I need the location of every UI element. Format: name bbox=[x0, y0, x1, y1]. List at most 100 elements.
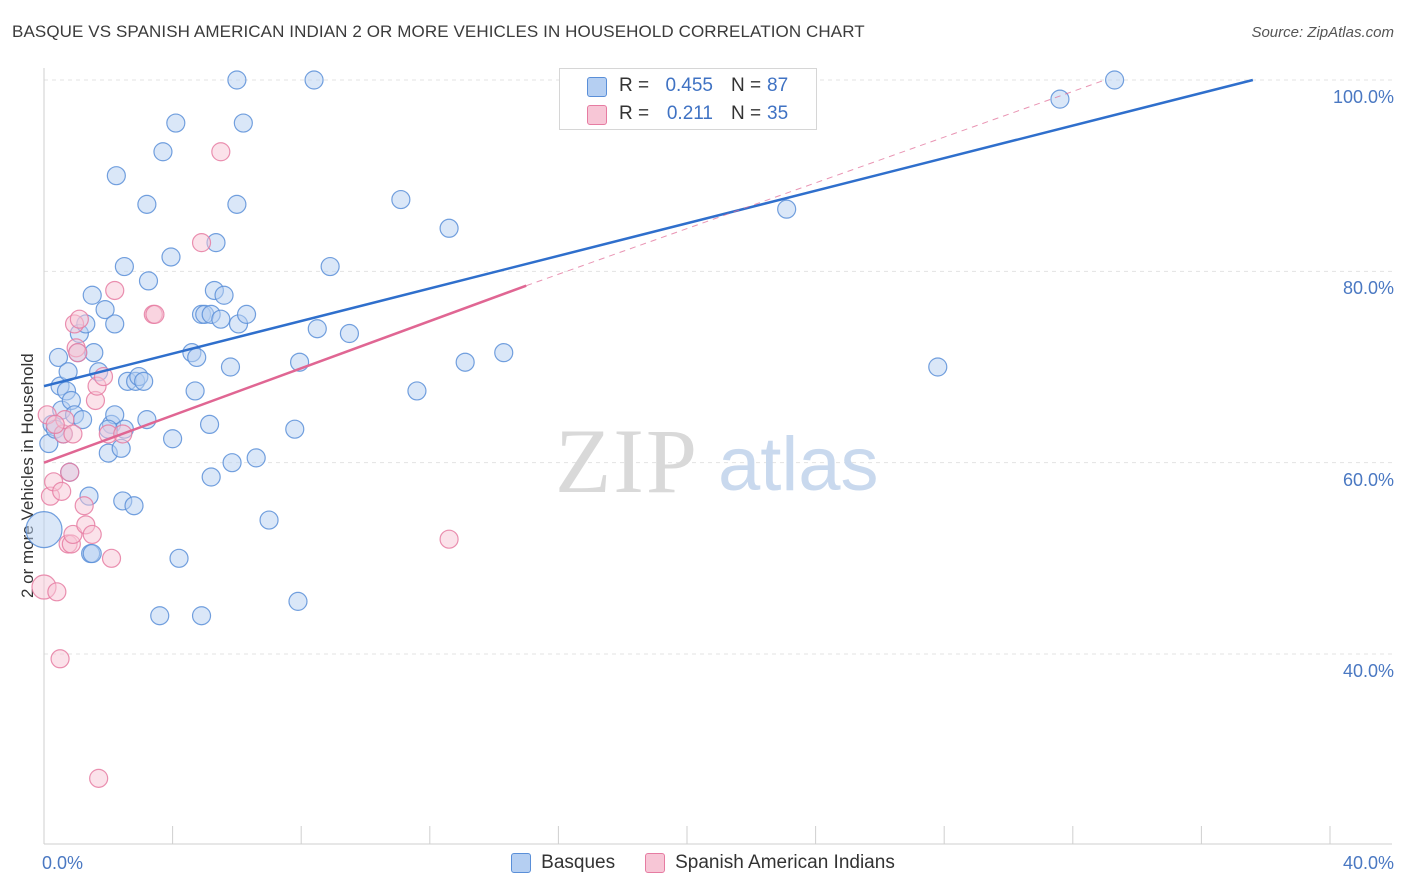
basques-point[interactable] bbox=[191, 606, 212, 626]
basques-point[interactable] bbox=[124, 496, 144, 516]
spanish-point[interactable] bbox=[45, 414, 65, 434]
basques-point[interactable] bbox=[307, 319, 327, 339]
spanish-point[interactable] bbox=[145, 304, 165, 324]
legend-item-basques[interactable]: Basques bbox=[511, 852, 615, 874]
basques-point[interactable] bbox=[339, 323, 360, 344]
spanish-point[interactable] bbox=[105, 280, 125, 301]
basques-trend-line bbox=[43, 78, 1254, 388]
basques-point[interactable] bbox=[185, 381, 205, 401]
basques-point[interactable] bbox=[455, 352, 475, 372]
spanish-point[interactable] bbox=[74, 496, 94, 516]
n-value: 87 bbox=[767, 75, 789, 96]
chart-title: BASQUE VS SPANISH AMERICAN INDIAN 2 OR M… bbox=[12, 22, 865, 41]
spanish-point[interactable] bbox=[191, 233, 212, 253]
basques-point[interactable] bbox=[187, 347, 207, 368]
spanish-point[interactable] bbox=[60, 462, 80, 482]
spanish-point[interactable] bbox=[47, 582, 67, 602]
basques-point[interactable] bbox=[1050, 89, 1070, 109]
spanish-point[interactable] bbox=[69, 309, 89, 329]
watermark: ZIP atlas bbox=[555, 410, 879, 512]
basques-point[interactable] bbox=[320, 256, 340, 277]
basques-point[interactable] bbox=[114, 256, 134, 277]
basques-point[interactable] bbox=[199, 414, 220, 434]
basques-point[interactable] bbox=[134, 371, 154, 391]
basques-point[interactable] bbox=[82, 543, 102, 564]
source-credit: Source: ZipAtlas.com bbox=[1251, 24, 1394, 41]
y-tick-label: 40.0% bbox=[1342, 661, 1394, 681]
trend-lines bbox=[43, 78, 1254, 464]
y-tick-label: 80.0% bbox=[1342, 278, 1394, 299]
basques-point[interactable] bbox=[285, 419, 305, 439]
spanish-point[interactable] bbox=[63, 424, 83, 444]
basques-point[interactable] bbox=[259, 510, 279, 530]
spanish-point[interactable] bbox=[101, 548, 122, 568]
basques-point[interactable] bbox=[777, 199, 797, 219]
spanish-point[interactable] bbox=[82, 524, 102, 545]
spanish-trend-extension bbox=[526, 79, 1106, 287]
spanish-point[interactable] bbox=[89, 768, 109, 788]
basques-point[interactable] bbox=[211, 309, 231, 329]
basques-point[interactable] bbox=[163, 429, 183, 449]
basques-point[interactable] bbox=[1104, 70, 1125, 90]
basques-point[interactable] bbox=[236, 304, 257, 324]
basques-point[interactable] bbox=[391, 189, 411, 210]
basques-point[interactable] bbox=[227, 70, 247, 90]
basques-point[interactable] bbox=[84, 343, 104, 363]
basques-point[interactable] bbox=[169, 548, 189, 568]
legend-swatch-spanish bbox=[645, 853, 666, 873]
basques-point[interactable] bbox=[494, 343, 514, 363]
basques-point[interactable] bbox=[138, 271, 159, 291]
basques-point[interactable] bbox=[166, 113, 186, 133]
basques-point[interactable] bbox=[214, 285, 234, 305]
basques-point[interactable] bbox=[153, 142, 173, 162]
basques-point[interactable] bbox=[928, 357, 948, 377]
legend-label-basques: Basques bbox=[541, 852, 616, 873]
basques-swatch bbox=[587, 77, 607, 97]
spanish-point[interactable] bbox=[50, 649, 70, 669]
watermark-zip: ZIP bbox=[555, 410, 699, 512]
spanish-point[interactable] bbox=[211, 142, 231, 162]
n-value: 35 bbox=[767, 103, 789, 124]
axes bbox=[43, 68, 1392, 845]
spanish-swatch bbox=[587, 105, 607, 125]
basques-point[interactable] bbox=[105, 314, 125, 334]
basques-point[interactable] bbox=[48, 347, 69, 368]
n-label: N = bbox=[731, 75, 762, 96]
basques-point[interactable] bbox=[246, 448, 266, 468]
watermark-atlas: atlas bbox=[718, 422, 879, 507]
basques-point[interactable] bbox=[82, 285, 102, 305]
basques-point[interactable] bbox=[137, 194, 157, 214]
x-tick-label: 40.0% bbox=[1342, 853, 1394, 873]
series-legend: Basques Spanish American Indians bbox=[0, 852, 1406, 874]
spanish-point[interactable] bbox=[52, 481, 72, 501]
spanish-point[interactable] bbox=[63, 524, 83, 545]
spanish-point[interactable] bbox=[68, 343, 88, 363]
basques-point[interactable] bbox=[25, 511, 63, 549]
stats-legend: R = 0.455 N = 87 R = 0.211 N = 35 bbox=[559, 68, 817, 130]
basques-point[interactable] bbox=[227, 194, 247, 214]
legend-item-spanish[interactable]: Spanish American Indians bbox=[645, 852, 895, 874]
spanish-trend-line bbox=[43, 284, 527, 464]
basques-point[interactable] bbox=[106, 166, 126, 186]
data-points bbox=[25, 70, 1125, 788]
grid-lines bbox=[44, 79, 1392, 655]
basques-point[interactable] bbox=[288, 591, 308, 611]
spanish-point[interactable] bbox=[439, 529, 459, 549]
legend-swatch-basques bbox=[511, 853, 532, 873]
basques-point[interactable] bbox=[304, 70, 324, 90]
r-value: 0.455 bbox=[665, 75, 713, 96]
basques-point[interactable] bbox=[220, 357, 241, 377]
basques-point[interactable] bbox=[222, 453, 242, 473]
basques-point[interactable] bbox=[201, 467, 221, 487]
basques-point[interactable] bbox=[439, 218, 459, 238]
basques-point[interactable] bbox=[150, 606, 170, 626]
n-label: N = bbox=[731, 103, 762, 124]
basques-point[interactable] bbox=[407, 381, 427, 401]
basques-point[interactable] bbox=[233, 113, 253, 133]
y-tick-label: 100.0% bbox=[1332, 87, 1394, 107]
basques-point[interactable] bbox=[95, 300, 115, 320]
r-label: R = bbox=[619, 75, 650, 96]
y-tick-label: 60.0% bbox=[1342, 469, 1394, 490]
basques-point[interactable] bbox=[161, 247, 181, 267]
